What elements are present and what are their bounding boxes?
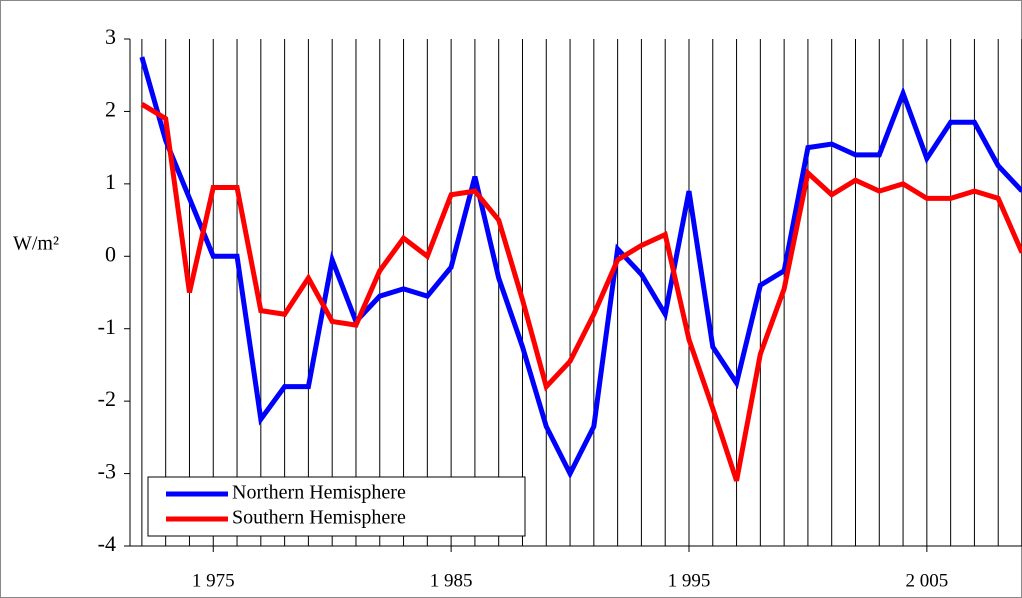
y-axis-label: W/m² [13,233,59,255]
legend-label: Southern Hemisphere [232,507,406,529]
series-line [139,56,1022,480]
y-tick-label: -2 [98,386,116,411]
x-tick-label: 1 985 [430,570,473,591]
y-tick-label: 2 [105,96,116,121]
y-tick-label: -4 [98,531,116,556]
series-line [140,102,1022,482]
legend-label: Northern Hemisphere [232,482,406,504]
x-tick-label: 1 995 [668,570,711,591]
x-tick-label: 1 975 [192,570,235,591]
legend-box [147,476,526,537]
y-tick-label: -1 [98,314,116,339]
x-tick-label: 2 005 [905,570,948,591]
y-tick-label: -3 [98,459,116,484]
y-tick-label: 1 [105,169,116,194]
y-tick-label: 0 [105,241,116,266]
y-tick-label: 3 [105,24,116,49]
